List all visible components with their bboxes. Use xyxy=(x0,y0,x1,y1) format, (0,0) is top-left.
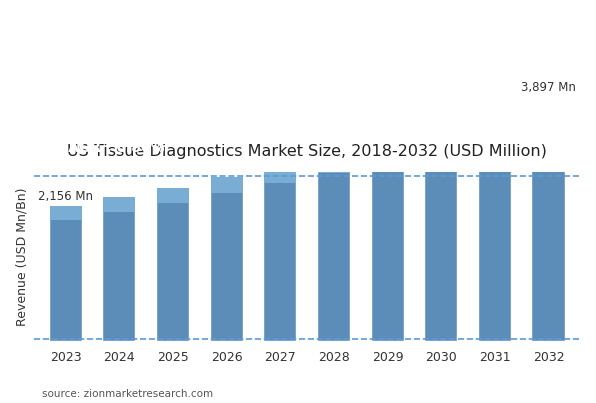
FancyBboxPatch shape xyxy=(42,139,181,157)
Text: source: zionmarketresearch.com: source: zionmarketresearch.com xyxy=(42,389,213,399)
Bar xyxy=(210,177,243,193)
Title: US Tissue Diagnostics Market Size, 2018-2032 (USD Million): US Tissue Diagnostics Market Size, 2018-… xyxy=(67,144,547,159)
Bar xyxy=(318,154,350,341)
Bar xyxy=(264,166,296,183)
Bar xyxy=(479,113,511,136)
Bar xyxy=(103,197,135,341)
Bar xyxy=(371,141,403,161)
Bar xyxy=(49,206,82,220)
Bar xyxy=(210,177,243,341)
Bar xyxy=(425,128,457,149)
Bar xyxy=(157,187,189,341)
Text: CAGR : 6.80%: CAGR : 6.80% xyxy=(58,141,164,156)
Bar xyxy=(103,197,135,212)
Bar xyxy=(157,187,189,203)
Bar xyxy=(49,206,82,341)
Bar xyxy=(532,98,564,122)
Bar xyxy=(318,154,350,173)
Y-axis label: Revenue (USD Mn/Bn): Revenue (USD Mn/Bn) xyxy=(15,187,28,326)
Bar xyxy=(371,141,403,341)
Bar xyxy=(532,98,564,341)
Bar xyxy=(425,128,457,341)
Bar xyxy=(264,166,296,341)
Bar xyxy=(479,113,511,341)
Text: 3,897 Mn: 3,897 Mn xyxy=(521,81,576,94)
Text: 2,156 Mn: 2,156 Mn xyxy=(38,190,93,203)
